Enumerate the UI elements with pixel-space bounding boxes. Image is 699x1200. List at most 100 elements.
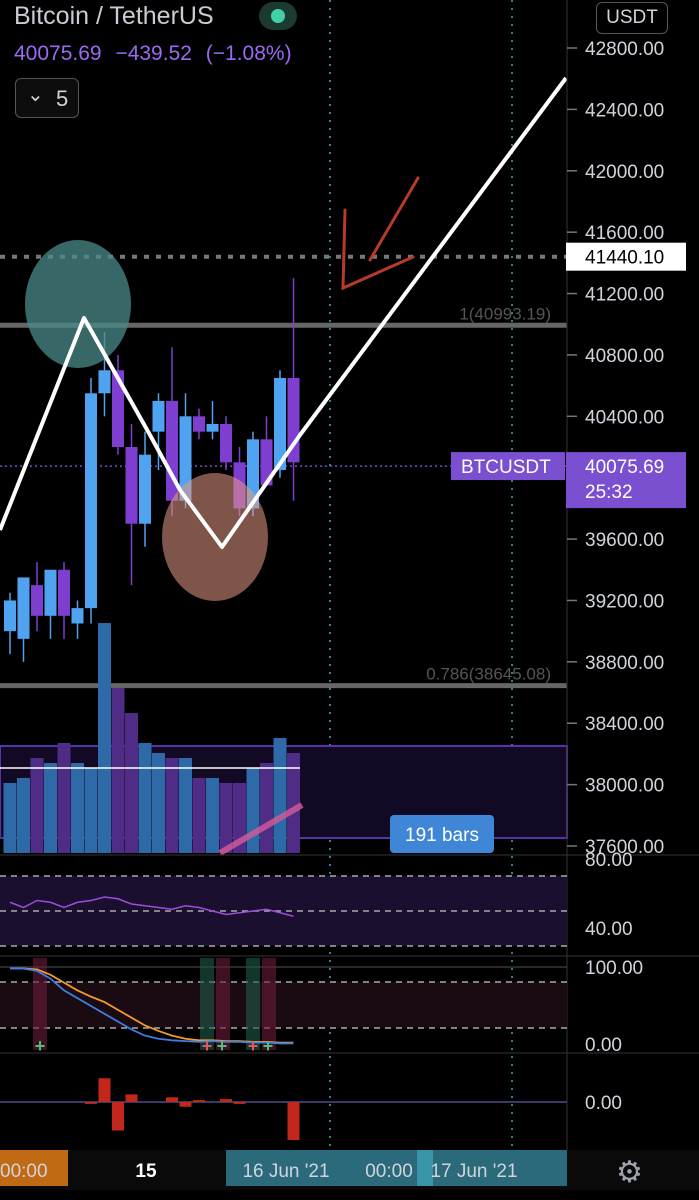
- volume-bar: [219, 783, 233, 853]
- last-price: 40075.69: [14, 42, 102, 65]
- candle-body: [206, 423, 219, 432]
- candle-body: [166, 400, 178, 501]
- macd-tick-label: 0.00: [585, 1093, 622, 1114]
- fib-label-0: 1(40993.19): [459, 304, 551, 323]
- fib-label-1: 0.786(38645.08): [426, 665, 551, 684]
- volume-bar: [98, 623, 111, 853]
- candle-body: [179, 416, 192, 501]
- rsi-line: [9, 896, 294, 917]
- rsi-tick-label: 40.00: [585, 919, 633, 940]
- candle-body: [112, 370, 124, 447]
- gear-icon[interactable]: ⚙: [616, 1156, 643, 1189]
- candle-body: [17, 577, 30, 639]
- volume-bar: [260, 763, 273, 853]
- pattern-line: [0, 76, 568, 549]
- macd-hist-bar: [233, 1102, 246, 1104]
- symbol-title[interactable]: Bitcoin / TetherUS: [14, 2, 214, 30]
- candle-body: [4, 600, 16, 632]
- volume-bar: [287, 753, 300, 853]
- volume-bar: [138, 743, 152, 853]
- macd-hist-bar: [166, 1097, 178, 1102]
- price-tick-label: 41200.00: [585, 285, 664, 306]
- candle-body: [152, 400, 165, 432]
- candle-body: [44, 569, 57, 616]
- volume-bar: [192, 778, 206, 853]
- red-arrow: [341, 176, 420, 291]
- time-range-start: [0, 1150, 68, 1186]
- candle-body: [260, 439, 273, 486]
- volume-bar: [273, 738, 287, 853]
- candle-body: [125, 447, 138, 524]
- time-axis: 00:00 15 16 Jun '21 00:00 17 Jun '21: [0, 1150, 699, 1190]
- candle-body: [85, 393, 97, 609]
- countdown-text: 25:32: [585, 482, 633, 503]
- time-label: 00:00: [0, 1161, 48, 1182]
- time-range-selection: [226, 1150, 567, 1186]
- price-axis: 42800.00 42400.00 42000.00 41600.00 41200.00…: [390, 0, 686, 1155]
- candle-body: [274, 377, 286, 471]
- price-change-pct: (−1.08%): [205, 42, 292, 65]
- candle-body: [71, 608, 84, 624]
- market-status-dot-icon: [259, 2, 297, 30]
- currency-button[interactable]: USDT: [596, 2, 668, 34]
- interval-button[interactable]: ⌄ 5: [15, 78, 79, 118]
- stoch-k-line: [10, 967, 294, 1045]
- stoch-highlight: [262, 958, 276, 1050]
- volume-bar: [165, 758, 179, 853]
- last-price-text: 40075.69: [585, 457, 664, 478]
- time-label: 00:00: [365, 1161, 413, 1182]
- price-tick-label: 42000.00: [585, 162, 664, 183]
- stoch-highlight: [216, 958, 230, 1050]
- volume-bar: [233, 783, 246, 853]
- volume-bar: [3, 783, 17, 853]
- top-circle: [25, 240, 131, 368]
- stoch-tick-label: 100.00: [585, 958, 643, 979]
- volume-bar: [17, 778, 30, 853]
- stoch-band: [0, 982, 567, 1028]
- volume-bar: [152, 753, 165, 853]
- stoch-signal-marker: +: [248, 1036, 259, 1056]
- candle-body: [98, 370, 111, 394]
- stoch-signal-marker: +: [217, 1036, 228, 1056]
- macd-hist-bar: [193, 1100, 205, 1102]
- price-change: −439.52: [115, 42, 192, 65]
- macd-hist-bar: [112, 1102, 124, 1131]
- macd-hist-bar: [287, 1102, 300, 1140]
- price-tick-label: 42400.00: [585, 100, 664, 121]
- time-label: 17 Jun '21: [430, 1161, 517, 1182]
- level-price-text: 41440.10: [585, 248, 664, 269]
- volume-bar: [125, 713, 138, 853]
- stoch-highlight: [33, 958, 47, 1050]
- volume-bar: [84, 768, 98, 853]
- candle-body: [220, 423, 232, 463]
- symbol-tag-text: BTCUSDT: [461, 457, 551, 478]
- volume-bar: [44, 763, 57, 853]
- price-summary: 40075.69 −439.52 (−1.08%): [14, 42, 300, 66]
- stoch-signal-marker: +: [202, 1036, 213, 1056]
- candle-body: [58, 569, 70, 616]
- rsi-band: [0, 876, 567, 946]
- volume-bar: [111, 688, 125, 853]
- stoch-highlight: [246, 958, 260, 1050]
- chevron-down-icon: ⌄: [27, 84, 44, 106]
- price-tick-label: 41600.00: [585, 223, 664, 244]
- volume-bar: [71, 763, 84, 853]
- bars-badge: [390, 815, 494, 853]
- stoch-signal-marker: +: [35, 1036, 46, 1056]
- interval-value: 5: [56, 86, 69, 111]
- macd-hist-bar: [85, 1102, 97, 1104]
- volume-bar: [57, 743, 71, 853]
- macd-hist-bar: [220, 1099, 232, 1102]
- volume-bar: [206, 778, 219, 853]
- price-tick-label: 42800.00: [585, 39, 664, 60]
- candle-body: [31, 585, 43, 616]
- time-label: 15: [135, 1161, 157, 1182]
- price-tick-label: 37600.00: [585, 837, 664, 858]
- price-tick-label: 38000.00: [585, 776, 664, 797]
- drawings-layer: [0, 76, 568, 856]
- volume-layer: [0, 623, 300, 853]
- price-tick-label: 38400.00: [585, 714, 664, 735]
- price-tick-label: 40400.00: [585, 407, 664, 428]
